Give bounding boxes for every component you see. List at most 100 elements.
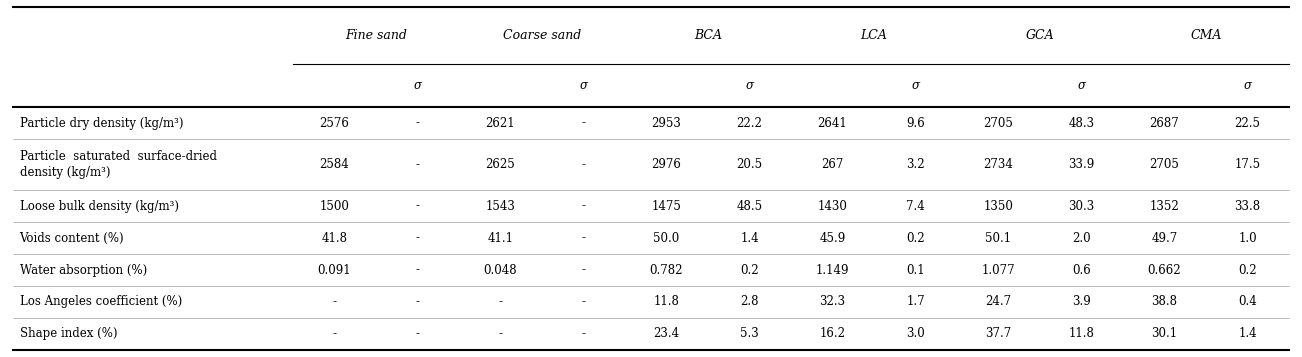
- Text: -: -: [582, 327, 586, 340]
- Text: 3.9: 3.9: [1072, 296, 1091, 308]
- Text: 2976: 2976: [651, 158, 681, 171]
- Text: Voids content (%): Voids content (%): [20, 232, 124, 245]
- Text: -: -: [332, 296, 336, 308]
- Text: 1.0: 1.0: [1238, 232, 1256, 245]
- Text: BCA: BCA: [694, 29, 723, 42]
- Text: -: -: [582, 263, 586, 277]
- Text: σ: σ: [911, 79, 919, 92]
- Text: Particle dry density (kg/m³): Particle dry density (kg/m³): [20, 117, 184, 130]
- Text: -: -: [499, 296, 503, 308]
- Text: σ: σ: [1078, 79, 1086, 92]
- Text: 2641: 2641: [818, 117, 848, 130]
- Text: 1430: 1430: [818, 200, 848, 213]
- Text: 50.1: 50.1: [986, 232, 1012, 245]
- Text: 2625: 2625: [486, 158, 516, 171]
- Text: 0.091: 0.091: [318, 263, 352, 277]
- Text: -: -: [582, 232, 586, 245]
- Text: -: -: [415, 158, 419, 171]
- Text: 1.077: 1.077: [982, 263, 1016, 277]
- Text: 3.0: 3.0: [906, 327, 924, 340]
- Text: 30.1: 30.1: [1151, 327, 1177, 340]
- Text: 11.8: 11.8: [654, 296, 680, 308]
- Text: σ: σ: [579, 79, 587, 92]
- Text: 0.782: 0.782: [650, 263, 684, 277]
- Text: 267: 267: [822, 158, 844, 171]
- Text: 2621: 2621: [486, 117, 516, 130]
- Text: Coarse sand: Coarse sand: [503, 29, 581, 42]
- Text: 2584: 2584: [319, 158, 349, 171]
- Text: 41.1: 41.1: [487, 232, 513, 245]
- Text: Fine sand: Fine sand: [345, 29, 408, 42]
- Text: 33.9: 33.9: [1069, 158, 1095, 171]
- Text: 1.4: 1.4: [1238, 327, 1256, 340]
- Text: 2687: 2687: [1150, 117, 1180, 130]
- Text: Water absorption (%): Water absorption (%): [20, 263, 147, 277]
- Text: 49.7: 49.7: [1151, 232, 1177, 245]
- Text: 9.6: 9.6: [906, 117, 924, 130]
- Text: 37.7: 37.7: [986, 327, 1012, 340]
- Text: 22.5: 22.5: [1234, 117, 1260, 130]
- Text: 38.8: 38.8: [1151, 296, 1177, 308]
- Text: LCA: LCA: [861, 29, 888, 42]
- Text: -: -: [415, 232, 419, 245]
- Text: 33.8: 33.8: [1234, 200, 1260, 213]
- Text: 2.0: 2.0: [1072, 232, 1091, 245]
- Text: 0.1: 0.1: [906, 263, 924, 277]
- Text: -: -: [582, 296, 586, 308]
- Text: 1.7: 1.7: [906, 296, 924, 308]
- Text: -: -: [415, 200, 419, 213]
- Text: 1543: 1543: [486, 200, 516, 213]
- Text: 0.6: 0.6: [1072, 263, 1091, 277]
- Text: 1352: 1352: [1150, 200, 1180, 213]
- Text: 7.4: 7.4: [906, 200, 924, 213]
- Text: -: -: [499, 327, 503, 340]
- Text: 2.8: 2.8: [741, 296, 759, 308]
- Text: 0.4: 0.4: [1238, 296, 1256, 308]
- Text: σ: σ: [414, 79, 422, 92]
- Text: 0.2: 0.2: [1238, 263, 1256, 277]
- Text: Los Angeles coefficient (%): Los Angeles coefficient (%): [20, 296, 182, 308]
- Text: -: -: [582, 158, 586, 171]
- Text: GCA: GCA: [1026, 29, 1055, 42]
- Text: 0.662: 0.662: [1147, 263, 1181, 277]
- Text: -: -: [415, 296, 419, 308]
- Text: CMA: CMA: [1190, 29, 1221, 42]
- Text: 2734: 2734: [983, 158, 1013, 171]
- Text: Shape index (%): Shape index (%): [20, 327, 117, 340]
- Text: σ: σ: [746, 79, 754, 92]
- Text: 0.2: 0.2: [906, 232, 924, 245]
- Text: 2576: 2576: [319, 117, 349, 130]
- Text: 32.3: 32.3: [819, 296, 845, 308]
- Text: -: -: [582, 200, 586, 213]
- Text: -: -: [582, 117, 586, 130]
- Text: 0.2: 0.2: [740, 263, 759, 277]
- Text: 30.3: 30.3: [1069, 200, 1095, 213]
- Text: 41.8: 41.8: [322, 232, 348, 245]
- Text: σ: σ: [1243, 79, 1251, 92]
- Text: 48.3: 48.3: [1069, 117, 1095, 130]
- Text: Particle  saturated  surface-dried
density (kg/m³): Particle saturated surface-dried density…: [20, 150, 216, 179]
- Text: 45.9: 45.9: [819, 232, 845, 245]
- Text: 48.5: 48.5: [737, 200, 763, 213]
- Text: 0.048: 0.048: [483, 263, 517, 277]
- Text: 11.8: 11.8: [1069, 327, 1095, 340]
- Text: 2705: 2705: [983, 117, 1013, 130]
- Text: 1.149: 1.149: [816, 263, 849, 277]
- Text: 2705: 2705: [1150, 158, 1180, 171]
- Text: 1350: 1350: [983, 200, 1013, 213]
- Text: 24.7: 24.7: [986, 296, 1012, 308]
- Text: 3.2: 3.2: [906, 158, 924, 171]
- Text: 23.4: 23.4: [654, 327, 680, 340]
- Text: -: -: [415, 117, 419, 130]
- Text: -: -: [415, 327, 419, 340]
- Text: -: -: [332, 327, 336, 340]
- Text: 50.0: 50.0: [654, 232, 680, 245]
- Text: 20.5: 20.5: [737, 158, 763, 171]
- Text: Loose bulk density (kg/m³): Loose bulk density (kg/m³): [20, 200, 178, 213]
- Text: 16.2: 16.2: [819, 327, 845, 340]
- Text: 1.4: 1.4: [740, 232, 759, 245]
- Text: 5.3: 5.3: [740, 327, 759, 340]
- Text: 2953: 2953: [651, 117, 681, 130]
- Text: 17.5: 17.5: [1234, 158, 1260, 171]
- Text: 1500: 1500: [319, 200, 349, 213]
